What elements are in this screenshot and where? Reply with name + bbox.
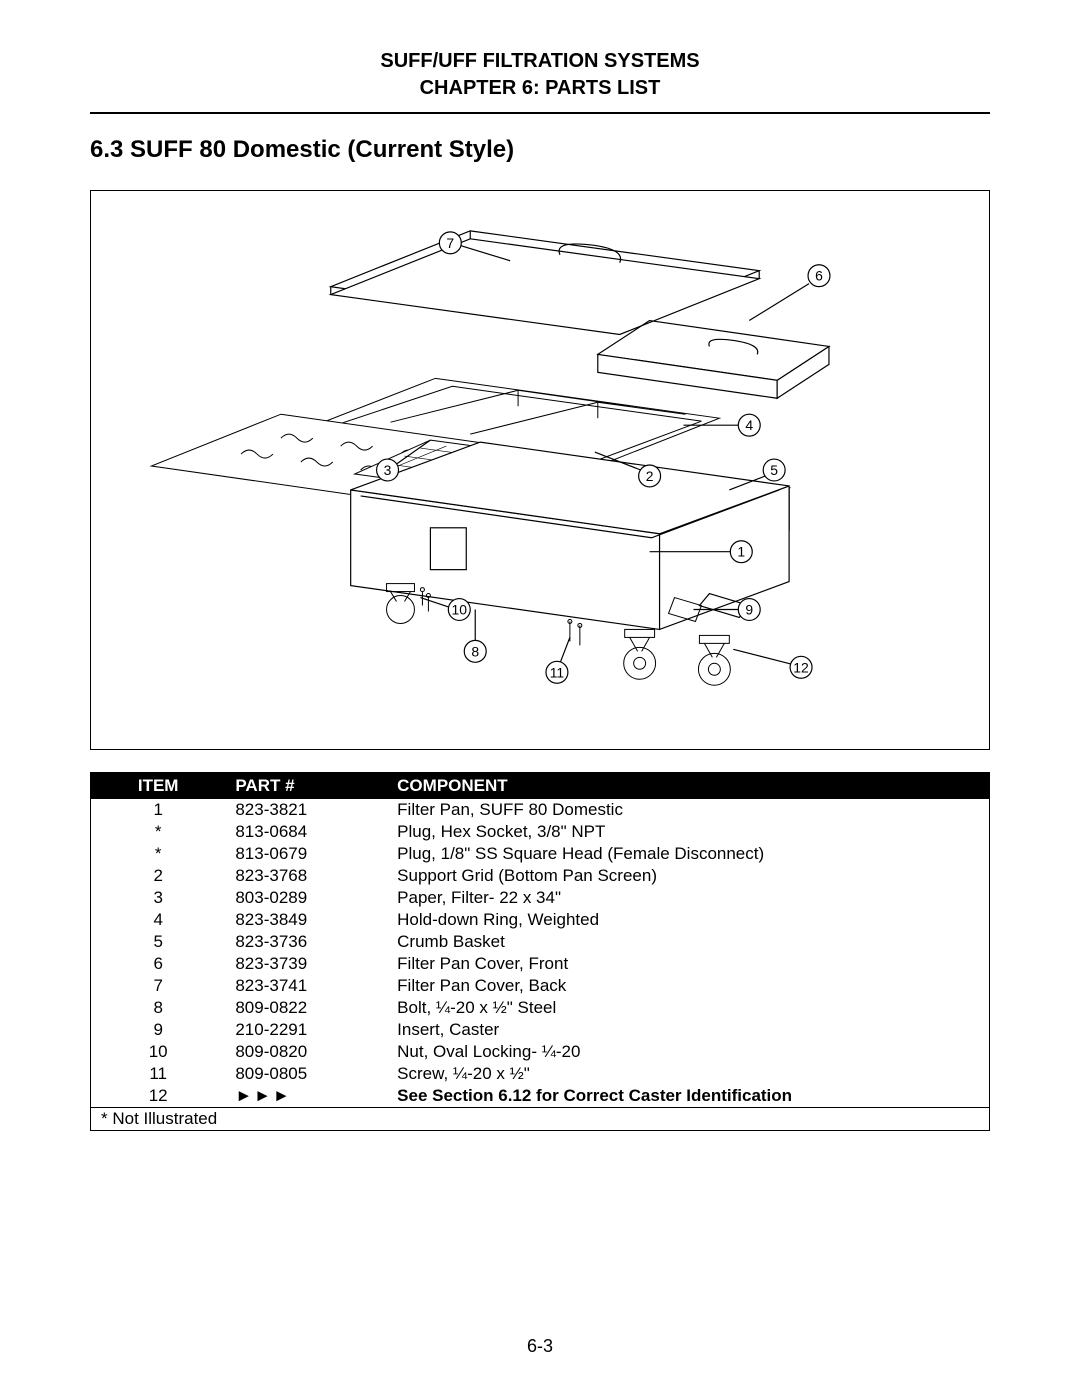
cell-part: 813-0684 bbox=[225, 821, 387, 843]
table-row: 9210-2291Insert, Caster bbox=[91, 1019, 990, 1041]
header-line2: CHAPTER 6: PARTS LIST bbox=[90, 75, 990, 102]
table-row: 1823-3821Filter Pan, SUFF 80 Domestic bbox=[91, 799, 990, 821]
table-row: 3803-0289Paper, Filter- 22 x 34" bbox=[91, 887, 990, 909]
table-row: 4823-3849Hold-down Ring, Weighted bbox=[91, 909, 990, 931]
cell-item: 8 bbox=[91, 997, 226, 1019]
cell-part: 823-3736 bbox=[225, 931, 387, 953]
parts-table: ITEM PART # COMPONENT 1823-3821Filter Pa… bbox=[90, 772, 990, 1131]
cell-part: 823-3741 bbox=[225, 975, 387, 997]
callout-number: 3 bbox=[384, 462, 392, 478]
cell-part: 823-3768 bbox=[225, 865, 387, 887]
cell-part: 210-2291 bbox=[225, 1019, 387, 1041]
cell-item: * bbox=[91, 843, 226, 865]
cell-component: Crumb Basket bbox=[387, 931, 989, 953]
cell-component: Insert, Caster bbox=[387, 1019, 989, 1041]
callout-number: 8 bbox=[471, 643, 479, 659]
cell-component: Nut, Oval Locking- ¼-20 bbox=[387, 1041, 989, 1063]
header-line1: SUFF/UFF FILTRATION SYSTEMS bbox=[90, 48, 990, 75]
table-row: *813-0684Plug, Hex Socket, 3/8" NPT bbox=[91, 821, 990, 843]
cell-item: 10 bbox=[91, 1041, 226, 1063]
parts-table-header: ITEM PART # COMPONENT bbox=[91, 773, 990, 800]
page-header: SUFF/UFF FILTRATION SYSTEMS CHAPTER 6: P… bbox=[90, 48, 990, 102]
page: SUFF/UFF FILTRATION SYSTEMS CHAPTER 6: P… bbox=[0, 0, 1080, 1397]
cell-component: Filter Pan Cover, Front bbox=[387, 953, 989, 975]
table-row: 11809-0805Screw, ¼-20 x ½" bbox=[91, 1063, 990, 1085]
cell-part: 809-0820 bbox=[225, 1041, 387, 1063]
cell-part: 823-3821 bbox=[225, 799, 387, 821]
section-title: 6.3 SUFF 80 Domestic (Current Style) bbox=[90, 136, 990, 164]
exploded-diagram: 123456789101112 bbox=[90, 190, 990, 750]
table-row: 2823-3768Support Grid (Bottom Pan Screen… bbox=[91, 865, 990, 887]
table-row: *813-0679Plug, 1/8" SS Square Head (Fema… bbox=[91, 843, 990, 865]
parts-table-body: 1823-3821Filter Pan, SUFF 80 Domestic*81… bbox=[91, 799, 990, 1131]
table-footnote: * Not Illustrated bbox=[91, 1108, 990, 1131]
cell-part: 823-3739 bbox=[225, 953, 387, 975]
cell-component: Support Grid (Bottom Pan Screen) bbox=[387, 865, 989, 887]
cell-item: 3 bbox=[91, 887, 226, 909]
callout-number: 6 bbox=[815, 268, 823, 284]
cell-part: 803-0289 bbox=[225, 887, 387, 909]
cell-item: 11 bbox=[91, 1063, 226, 1085]
cell-item: 7 bbox=[91, 975, 226, 997]
cell-part: 823-3849 bbox=[225, 909, 387, 931]
callout-number: 10 bbox=[452, 602, 468, 618]
table-row: 6823-3739Filter Pan Cover, Front bbox=[91, 953, 990, 975]
callout-number: 2 bbox=[646, 468, 654, 484]
callout-number: 4 bbox=[745, 417, 753, 433]
callout-number: 7 bbox=[446, 235, 454, 251]
callout-number: 11 bbox=[550, 664, 565, 680]
callout-number: 12 bbox=[793, 659, 809, 675]
table-row: 12►►►See Section 6.12 for Correct Caster… bbox=[91, 1085, 990, 1108]
cell-item: 2 bbox=[91, 865, 226, 887]
cell-part: ►►► bbox=[225, 1085, 387, 1108]
cell-part: 809-0822 bbox=[225, 997, 387, 1019]
table-footnote-row: * Not Illustrated bbox=[91, 1108, 990, 1131]
col-header-component: COMPONENT bbox=[387, 773, 989, 800]
cell-item: 1 bbox=[91, 799, 226, 821]
cell-item: 6 bbox=[91, 953, 226, 975]
cell-item: 12 bbox=[91, 1085, 226, 1108]
cell-part: 809-0805 bbox=[225, 1063, 387, 1085]
cell-item: * bbox=[91, 821, 226, 843]
cell-component: Paper, Filter- 22 x 34" bbox=[387, 887, 989, 909]
cell-item: 5 bbox=[91, 931, 226, 953]
cell-component: Plug, 1/8" SS Square Head (Female Discon… bbox=[387, 843, 989, 865]
col-header-part: PART # bbox=[225, 773, 387, 800]
cell-component: Filter Pan Cover, Back bbox=[387, 975, 989, 997]
cell-item: 9 bbox=[91, 1019, 226, 1041]
col-header-item: ITEM bbox=[91, 773, 226, 800]
callout-number: 9 bbox=[745, 602, 753, 618]
cell-component: Hold-down Ring, Weighted bbox=[387, 909, 989, 931]
callout-number: 1 bbox=[737, 544, 745, 560]
cell-part: 813-0679 bbox=[225, 843, 387, 865]
page-number: 6-3 bbox=[0, 1336, 1080, 1357]
header-rule bbox=[90, 112, 990, 114]
cell-component: Screw, ¼-20 x ½" bbox=[387, 1063, 989, 1085]
cell-item: 4 bbox=[91, 909, 226, 931]
callout-number: 5 bbox=[770, 462, 778, 478]
table-row: 8809-0822Bolt, ¼-20 x ½" Steel bbox=[91, 997, 990, 1019]
cell-component: Plug, Hex Socket, 3/8" NPT bbox=[387, 821, 989, 843]
cell-component: See Section 6.12 for Correct Caster Iden… bbox=[387, 1085, 989, 1108]
table-row: 7823-3741Filter Pan Cover, Back bbox=[91, 975, 990, 997]
table-row: 5823-3736Crumb Basket bbox=[91, 931, 990, 953]
cell-component: Bolt, ¼-20 x ½" Steel bbox=[387, 997, 989, 1019]
table-row: 10809-0820Nut, Oval Locking- ¼-20 bbox=[91, 1041, 990, 1063]
diagram-svg: 123456789101112 bbox=[91, 191, 989, 749]
cell-component: Filter Pan, SUFF 80 Domestic bbox=[387, 799, 989, 821]
